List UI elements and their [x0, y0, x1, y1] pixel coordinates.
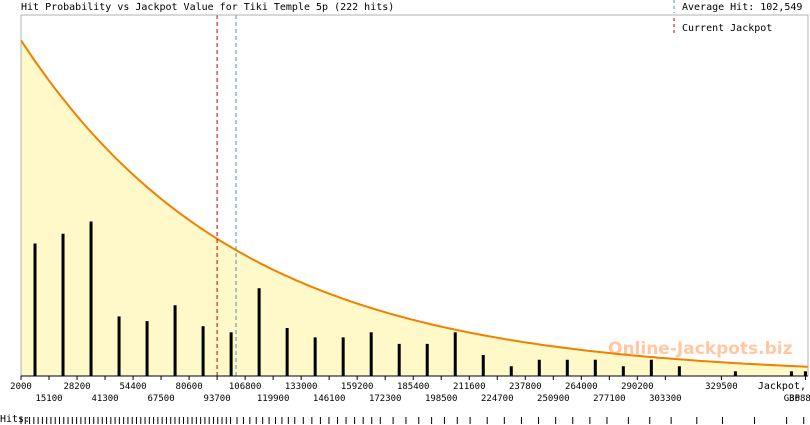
x-axis-unit: GBP — [784, 394, 801, 404]
x-tick-label: 15100 — [35, 394, 62, 404]
x-tick-label: 290200 — [621, 382, 654, 392]
hits-label-colon: : — [24, 414, 30, 425]
x-tick-label: 172300 — [369, 394, 402, 404]
x-tick-label: 303300 — [649, 394, 682, 404]
legend: Average Hit: 102,549 Current Jackpot — [673, 0, 802, 34]
x-tick-label: 67500 — [148, 394, 175, 404]
x-tick-label: 54400 — [120, 382, 147, 392]
x-tick-label: 224700 — [481, 394, 514, 404]
x-tick-label: 28200 — [63, 382, 90, 392]
legend-current-label: Current Jackpot — [682, 23, 772, 34]
x-tick-label: 198500 — [425, 394, 458, 404]
watermark: Online-Jackpots.biz — [608, 339, 793, 359]
x-tick-label: 277100 — [593, 394, 626, 404]
probability-area — [21, 40, 808, 377]
x-tick-label: 119900 — [257, 394, 290, 404]
x-tick-label: 80600 — [176, 382, 203, 392]
x-tick-label: 264000 — [565, 382, 598, 392]
x-tick-label: 185400 — [397, 382, 430, 392]
x-tick-label: 329500 — [705, 382, 738, 392]
x-tick-label: 106800 — [229, 382, 262, 392]
plot-area: Online-Jackpots.biz — [20, 14, 809, 377]
x-tick-label: 133000 — [285, 382, 318, 392]
bar-series — [33, 221, 807, 376]
x-tick-label: 211600 — [453, 382, 486, 392]
x-tick-label: 368800 — [789, 394, 810, 404]
x-tick-label: 93700 — [204, 394, 231, 404]
x-tick-label: 41300 — [91, 394, 118, 404]
chart-title: Hit Probability vs Jackpot Value for Tik… — [21, 2, 394, 13]
x-tick-label: 159200 — [341, 382, 374, 392]
x-tick-label: 237800 — [509, 382, 542, 392]
x-tick-label: 250900 — [537, 394, 570, 404]
x-tick-label: 146100 — [313, 394, 346, 404]
x-tick-label: 2000 — [10, 382, 32, 392]
hits-label: Hits: — [0, 414, 30, 425]
x-axis: 2000 28200 54400 80600 106800 133000 159200 185… — [10, 375, 810, 404]
hits-rug — [20, 417, 805, 424]
x-axis-title: Jackpot, — [758, 381, 806, 392]
hits-label-text: Hits — [0, 414, 24, 425]
legend-average-label: Average Hit: 102,549 — [682, 2, 802, 13]
probability-curve — [20, 39, 809, 368]
